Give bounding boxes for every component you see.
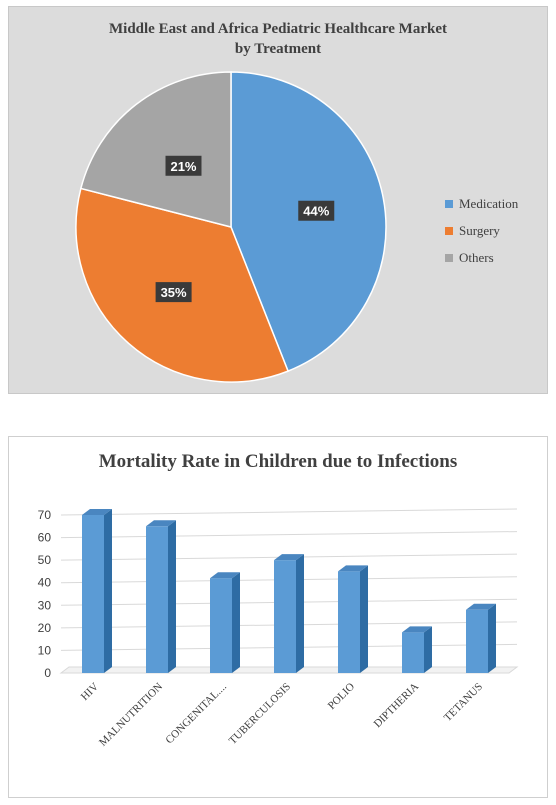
pie-slice-medication	[230, 71, 387, 373]
y-tick-label: 40	[38, 576, 52, 590]
pie-data-label-others: 21%	[170, 159, 196, 174]
x-tick-label-hiv: HIV	[79, 681, 101, 703]
y-tick-label: 30	[38, 598, 52, 612]
x-tick-label-tuberculosis: TUBERCULOSIS	[227, 681, 293, 747]
bar-hiv	[82, 509, 112, 673]
legend-item-medication: Medication	[445, 190, 518, 217]
legend-swatch-others	[445, 253, 453, 262]
legend-swatch-medication	[445, 199, 453, 208]
y-tick-label: 0	[44, 666, 51, 680]
x-tick-label-congenital: CONGENITAL....	[163, 680, 229, 746]
gridline	[60, 531, 518, 539]
pie-slice-others	[79, 71, 232, 228]
pie-chart-panel: Middle East and Africa Pediatric Healthc…	[8, 6, 548, 394]
pie-data-label-bg-medication	[298, 200, 335, 221]
pie-title-line-2: by Treatment	[234, 41, 322, 57]
x-tick-label-malnutrition: MALNUTRITION	[97, 681, 165, 749]
pie-data-label-bg-surgery	[155, 282, 192, 303]
legend-swatch-surgery	[445, 226, 453, 235]
y-tick-label: 10	[38, 643, 52, 657]
pie-data-label-bg-others	[165, 155, 202, 176]
bar-malnutrition	[146, 520, 176, 673]
legend-label-medication: Medication	[459, 195, 519, 211]
bar-chart-title: Mortality Rate in Children due to Infect…	[98, 451, 458, 472]
bar-tuberculosis	[274, 554, 304, 673]
pie-title-line-1: Middle East and Africa Pediatric Healthc…	[109, 21, 447, 37]
pie-data-label-surgery: 35%	[161, 285, 187, 300]
y-tick-label: 50	[38, 553, 52, 567]
y-tick-label: 70	[38, 508, 52, 522]
gridline	[60, 508, 518, 516]
y-tick-label: 60	[38, 531, 52, 545]
pie-chart-title: Middle East and Africa Pediatric Healthc…	[9, 19, 547, 59]
pie-chart: 44% 35% 21%	[75, 71, 387, 383]
pie-data-label-medication: 44%	[303, 204, 329, 219]
legend-item-surgery: Surgery	[445, 217, 518, 244]
x-tick-label-tetanus: TETANUS	[442, 681, 485, 724]
bar-tetanus	[466, 603, 496, 673]
bar-chart: 0 10 20 30 40 50 60 70 HIVMALNUTRITIONCONGENITAL…	[38, 508, 519, 749]
pie-legend: Medication Surgery Others	[445, 190, 518, 271]
x-tick-label-polio: POLIO	[326, 681, 357, 712]
x-tick-label-diptheria: DIPTHERIA	[372, 681, 422, 731]
legend-label-others: Others	[459, 249, 494, 265]
legend-label-surgery: Surgery	[459, 222, 500, 238]
bar-polio	[338, 565, 368, 673]
bar-congenital	[210, 572, 240, 673]
bar-diptheria	[402, 626, 432, 673]
bar-chart-panel: Mortality Rate in Children due to Infect…	[8, 436, 548, 798]
legend-item-others: Others	[445, 244, 518, 271]
y-tick-label: 20	[38, 621, 52, 635]
